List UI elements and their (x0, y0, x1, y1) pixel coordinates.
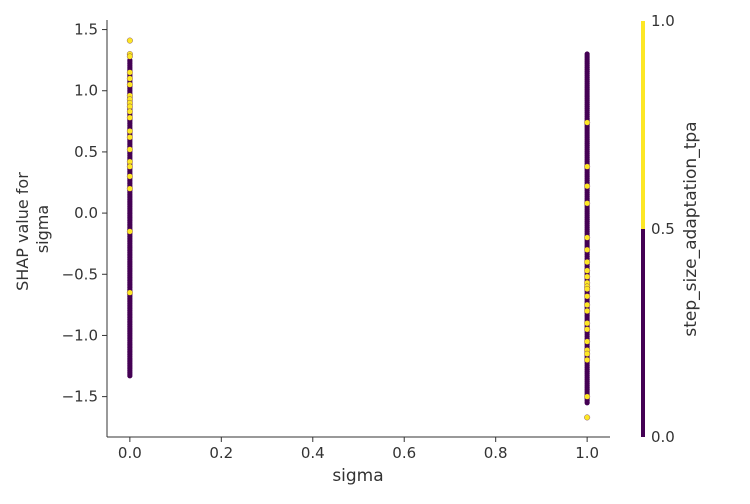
y-tick-label: 1.0 (74, 82, 98, 100)
y-tick-label: 1.5 (74, 21, 98, 39)
scatter-point-high (584, 293, 591, 300)
scatter-point-high (584, 320, 591, 327)
scatter-point-high (584, 183, 591, 190)
scatter-point-high (584, 273, 591, 280)
scatter-point-high (584, 356, 591, 363)
scatter-point-high (126, 228, 133, 235)
x-tick-label: 0.0 (118, 444, 142, 462)
scatter-point-high (584, 350, 591, 357)
x-ticks: 0.0 0.2 0.4 0.6 0.8 1.0 (118, 437, 599, 462)
x-axis-label: sigma (332, 466, 383, 486)
scatter-points (126, 37, 591, 421)
colorbar-tick-label-mid: 0.5 (651, 220, 675, 238)
scatter-point-high (584, 326, 591, 333)
colorbar-tick-label-bottom: 0.0 (651, 428, 675, 446)
y-axis-label-line-2: sigma (33, 205, 52, 253)
x-tick-label: 1.0 (575, 444, 599, 462)
colorbar-low-segment (641, 229, 645, 437)
scatter-point-high (584, 200, 591, 207)
scatter-point-high (584, 308, 591, 314)
x-tick-label: 0.2 (209, 444, 233, 462)
y-tick-label: −1.5 (62, 388, 98, 406)
scatter-point-high (584, 301, 591, 308)
scatter-point-high (126, 163, 133, 170)
scatter-point-high (584, 267, 591, 274)
scatter-point-high (584, 246, 591, 253)
scatter-point-high (126, 128, 133, 135)
y-tick-label: −0.5 (62, 265, 98, 283)
scatter-point-low (584, 51, 590, 57)
scatter-point-high (126, 173, 133, 180)
scatter-point-high (584, 234, 591, 241)
y-tick-label: 0.5 (74, 143, 98, 161)
scatter-point-high (126, 75, 133, 82)
y-tick-label: −1.0 (62, 326, 98, 344)
x-tick-label: 0.8 (484, 444, 508, 462)
scatter-point-high (584, 163, 591, 170)
scatter-point-high (126, 37, 133, 44)
scatter-point-high (126, 81, 133, 88)
scatter-point-high (126, 134, 133, 141)
scatter-point-high (584, 119, 591, 126)
scatter-point-high (126, 146, 133, 153)
x-tick-label: 0.6 (392, 444, 416, 462)
scatter-point-high (126, 185, 133, 192)
scatter-point-high (126, 289, 133, 296)
scatter-point-high (126, 114, 133, 121)
y-axis-label: SHAP value for sigma (13, 167, 52, 291)
scatter-point-high (584, 286, 591, 292)
colorbar-high-segment (641, 21, 645, 229)
colorbar: 1.0 0.5 0.0 step_size_adaptation_tpa (641, 12, 701, 446)
scatter-point-high (584, 259, 591, 265)
scatter-point-high (584, 338, 591, 345)
y-axis-label-line-1: SHAP value for (13, 172, 32, 291)
scatter-point-high (584, 414, 591, 421)
x-tick-label: 0.4 (301, 444, 325, 462)
colorbar-label: step_size_adaptation_tpa (681, 121, 701, 336)
colorbar-tick-label-top: 1.0 (651, 12, 675, 30)
y-tick-label: 0.0 (74, 204, 98, 222)
scatter-point-high (584, 393, 591, 400)
y-ticks: 1.5 1.0 0.5 0.0 −0.5 −1.0 −1.5 (62, 21, 107, 406)
scatter-point-high (126, 69, 133, 76)
scatter-point-high (126, 53, 133, 60)
scatter-point-high (126, 108, 133, 115)
